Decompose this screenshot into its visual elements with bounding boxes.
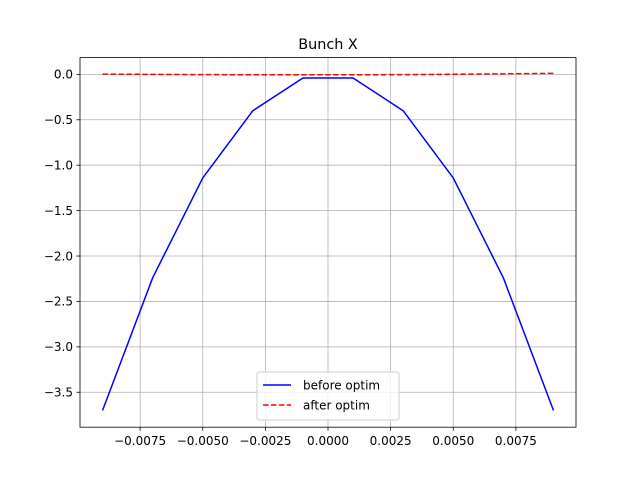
series-line-after-optim xyxy=(102,72,554,76)
y-tick-label: 0.0 xyxy=(54,68,73,82)
y-tick-label: −3.5 xyxy=(44,386,73,400)
legend: before optim after optim xyxy=(256,371,400,421)
y-tick-label: −1.0 xyxy=(44,158,73,172)
x-tick-label: −0.0050 xyxy=(177,434,229,448)
y-tick-label: −2.0 xyxy=(44,249,73,263)
legend-label: after optim xyxy=(303,398,370,412)
y-tick-label: −0.5 xyxy=(44,113,73,127)
x-tick-label: 0.0050 xyxy=(432,434,474,448)
x-tick-label: 0.0000 xyxy=(307,434,349,448)
tick-layer: −0.0075 −0.0050 −0.0025 0.0000 0.0025 0.0050 0… xyxy=(44,68,537,449)
x-tick-label: −0.0025 xyxy=(239,434,291,448)
series-line-before-optim xyxy=(101,77,555,411)
y-tick-label: −3.0 xyxy=(44,340,73,354)
grid-layer xyxy=(80,57,576,428)
y-tick-label: −1.5 xyxy=(44,204,73,218)
x-tick-label: 0.0075 xyxy=(495,434,537,448)
x-tick-label: −0.0075 xyxy=(114,434,166,448)
legend-label: before optim xyxy=(303,378,380,392)
y-tick-label: −2.5 xyxy=(44,295,73,309)
chart-title: Bunch X xyxy=(298,37,358,53)
legend-box xyxy=(256,371,400,421)
x-tick-label: 0.0025 xyxy=(370,434,412,448)
series-layer xyxy=(101,72,555,411)
